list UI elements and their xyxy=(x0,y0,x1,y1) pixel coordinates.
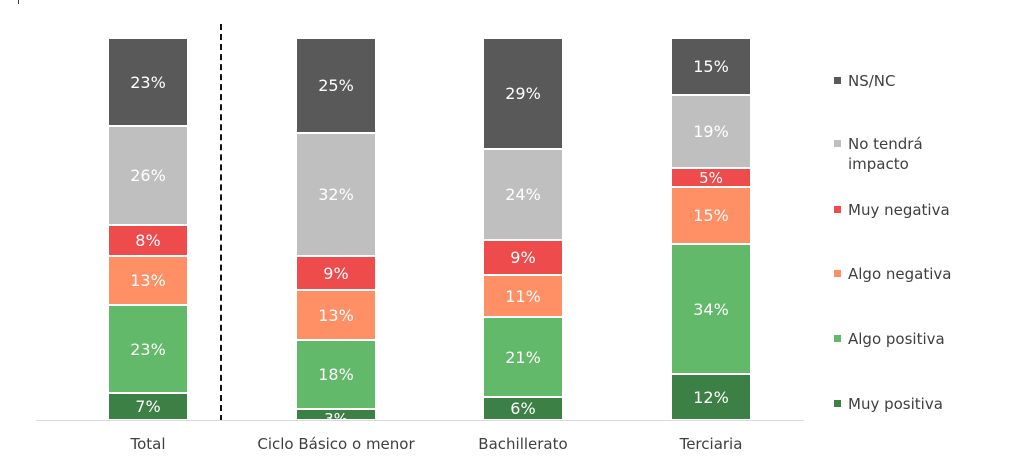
bar-segment-algo-negativa: 13% xyxy=(109,256,187,305)
bar-segment-algo-negativa: 11% xyxy=(484,275,562,317)
bar-segment-muy-positiva: 7% xyxy=(109,393,187,420)
bar-segment-algo-positiva: 21% xyxy=(484,317,562,397)
bar-segment-muy-negativa: 8% xyxy=(109,225,187,256)
bar-segment-ns-nc: 25% xyxy=(297,38,375,133)
bar-segment-algo-positiva: 34% xyxy=(672,244,750,374)
bar-segment-algo-negativa: 13% xyxy=(297,290,375,340)
bar-segment-no-tendr-impacto: 19% xyxy=(672,95,750,168)
bar-bachillerato: 6% 21% 11% 9% 24% 29% xyxy=(484,38,562,420)
bar-segment-no-tendr-impacto: 26% xyxy=(109,126,187,225)
bar-segment-no-tendr-impacto: 24% xyxy=(484,149,562,240)
x-axis-baseline xyxy=(36,420,804,421)
legend-item-ns-nc: NS/NC xyxy=(834,71,998,91)
bar-segment-ns-nc: 23% xyxy=(109,38,187,126)
legend-item-muy-negativa: Muy negativa xyxy=(834,200,998,220)
bar-terciaria: 12% 34% 15% 5% 19% 15% xyxy=(672,38,750,420)
legend-label: Algo positiva xyxy=(848,330,945,348)
bar-segment-ns-nc: 29% xyxy=(484,38,562,149)
x-axis-label: Ciclo Básico o menor xyxy=(257,435,415,453)
legend-item-algo-positiva: Algo positiva xyxy=(834,329,998,349)
bar-ciclo-b-sico-o-menor: 3% 18% 13% 9% 32% 25% xyxy=(297,38,375,420)
legend-label: Muy positiva xyxy=(848,395,943,413)
legend-item-muy-positiva: Muy positiva xyxy=(834,394,998,414)
bar-segment-muy-negativa: 9% xyxy=(484,240,562,275)
legend-label: Muy negativa xyxy=(848,201,950,219)
legend-label: NS/NC xyxy=(848,72,896,90)
legend-swatch-icon xyxy=(834,77,841,84)
bar-segment-no-tendr-impacto: 32% xyxy=(297,133,375,256)
bar-segment-ns-nc: 15% xyxy=(672,38,750,95)
bar-segment-algo-positiva: 18% xyxy=(297,340,375,409)
corner-tick-mark xyxy=(18,0,19,4)
legend-swatch-icon xyxy=(834,400,841,407)
legend-swatch-icon xyxy=(834,270,841,277)
bar-total: 7% 23% 13% 8% 26% 23% xyxy=(109,38,187,420)
bar-segment-muy-negativa: 5% xyxy=(672,168,750,187)
bar-segment-algo-negativa: 15% xyxy=(672,187,750,244)
legend-item-no-tendra-impacto: No tendrá impacto xyxy=(834,134,948,174)
bar-segment-muy-positiva: 6% xyxy=(484,397,562,420)
legend-item-algo-negativa: Algo negativa xyxy=(834,264,998,284)
bar-segment-muy-positiva: 12% xyxy=(672,374,750,420)
group-divider-dashed-line xyxy=(220,24,222,421)
x-axis-label: Bachillerato xyxy=(478,435,568,453)
legend-swatch-icon xyxy=(834,140,841,147)
legend-label: No tendrá impacto xyxy=(848,135,923,173)
legend-swatch-icon xyxy=(834,335,841,342)
bar-segment-muy-negativa: 9% xyxy=(297,256,375,290)
x-axis-label: Total xyxy=(130,435,166,453)
legend-swatch-icon xyxy=(834,206,841,213)
legend-label: Algo negativa xyxy=(848,265,952,283)
bar-segment-algo-positiva: 23% xyxy=(109,305,187,393)
x-axis-label: Terciaria xyxy=(679,435,743,453)
bar-segment-muy-positiva: 3% xyxy=(297,409,375,420)
